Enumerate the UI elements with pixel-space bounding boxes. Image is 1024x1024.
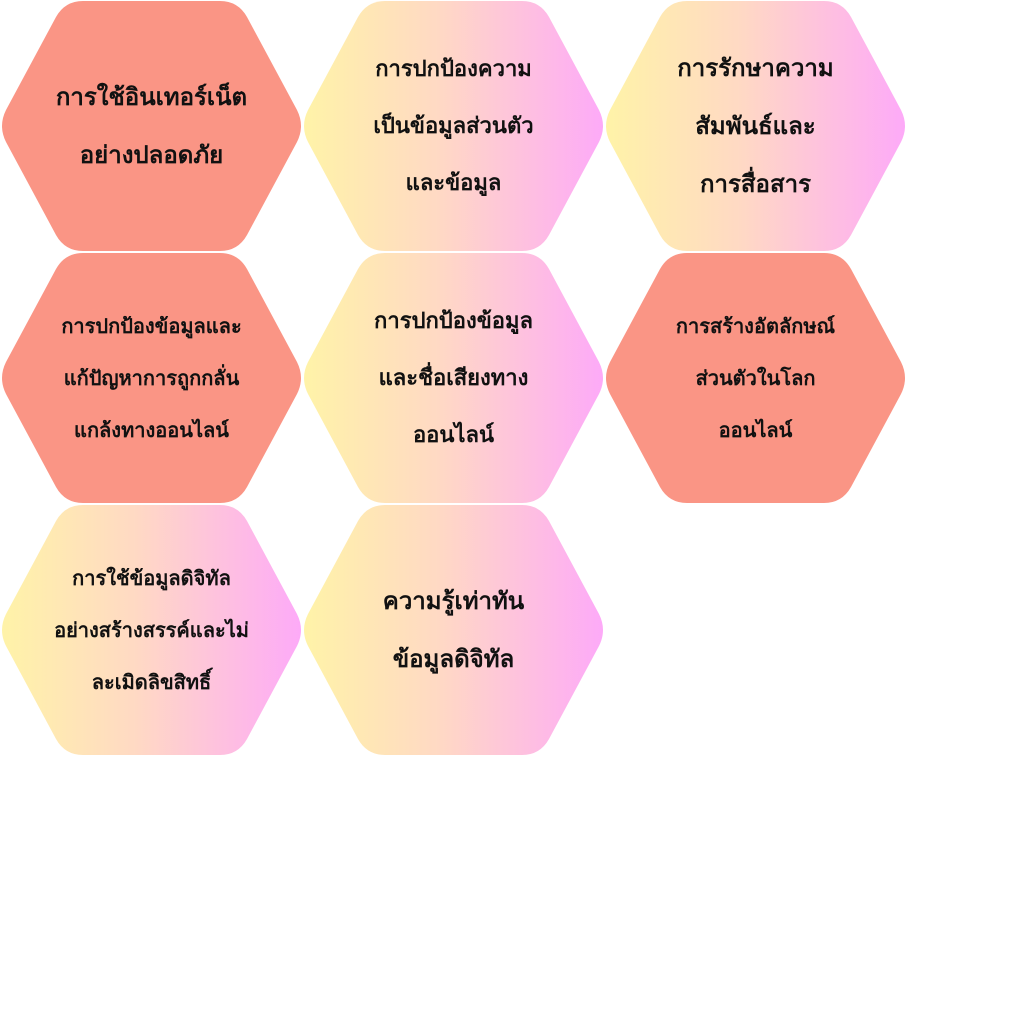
hex-tile-label: การรักษาความ สัมพันธ์และ การสื่อสาร xyxy=(677,54,834,198)
hexagon-shape-gradient xyxy=(304,253,603,503)
hex-tile-cyberbullying[interactable]: การปกป้องข้อมูลและ แก้ปัญหาการถูกกลั่น แ… xyxy=(1,253,302,503)
hex-tile-label: การใช้อินเทอร์เน็ต อย่างปลอดภัย xyxy=(55,83,248,169)
hex-tile-privacy-protection[interactable]: การปกป้องความ เป็นข้อมูลส่วนตัว และข้อมู… xyxy=(303,1,604,251)
hex-tile-creative-use-copyright[interactable]: การใช้ข้อมูลดิจิทัล อย่างสร้างสรรค์และไม… xyxy=(1,505,302,755)
hex-tile-label: การปกป้องข้อมูลและ แก้ปัญหาการถูกกลั่น แ… xyxy=(61,314,242,442)
hex-tile-internet-safety[interactable]: การใช้อินเทอร์เน็ต อย่างปลอดภัย xyxy=(1,1,302,251)
hexagon-shape-coral xyxy=(2,253,301,503)
hex-tile-label: การใช้ข้อมูลดิจิทัล อย่างสร้างสรรค์และไม… xyxy=(54,566,249,694)
hex-tile-label: การปกป้องข้อมูล และชื่อเสียงทาง ออนไลน์ xyxy=(374,308,533,448)
hex-tile-relationships-communication[interactable]: การรักษาความ สัมพันธ์และ การสื่อสาร xyxy=(605,1,906,251)
hexagon-shape-gradient xyxy=(2,505,301,755)
hex-tile-online-reputation[interactable]: การปกป้องข้อมูล และชื่อเสียงทาง ออนไลน์ xyxy=(303,253,604,503)
hex-tile-label: ความรู้เท่าทัน ข้อมูลดิจิทัล xyxy=(382,587,525,673)
hexagon-shape-gradient xyxy=(304,505,603,755)
hexagon-shape-gradient xyxy=(304,1,603,251)
hex-tile-label: การสร้างอัตลักษณ์ ส่วนตัวในโลก ออนไลน์ xyxy=(675,314,836,442)
hex-tile-digital-literacy[interactable]: ความรู้เท่าทัน ข้อมูลดิจิทัล xyxy=(303,505,604,755)
hexagon-shape-coral xyxy=(606,253,905,503)
hex-tile-online-identity[interactable]: การสร้างอัตลักษณ์ ส่วนตัวในโลก ออนไลน์ xyxy=(605,253,906,503)
hex-tile-label: การปกป้องความ เป็นข้อมูลส่วนตัว และข้อมู… xyxy=(373,56,534,196)
hexagon-shape-coral xyxy=(2,1,301,251)
hexagon-shape-gradient xyxy=(606,1,905,251)
